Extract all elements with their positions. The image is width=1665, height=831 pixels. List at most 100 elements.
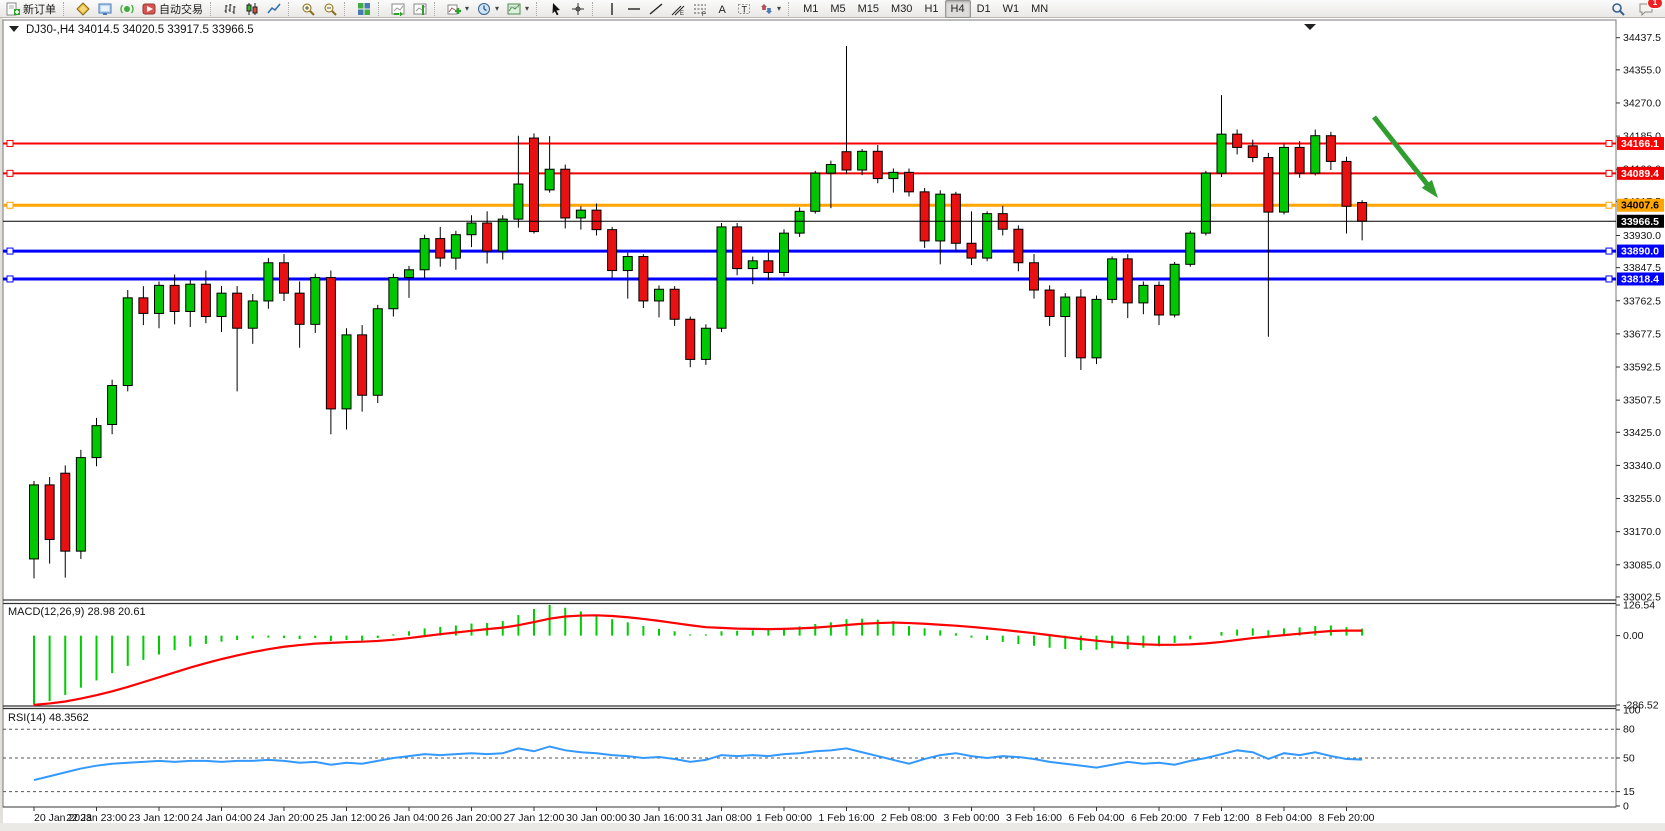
timeframe-button-m5[interactable]: M5 — [830, 2, 846, 15]
price-axis[interactable]: 34437.534355.034270.034185.034100.034017… — [1616, 32, 1664, 813]
line-anchor-icon[interactable] — [6, 169, 14, 177]
candle-body — [591, 209, 602, 231]
candle-body — [1107, 258, 1118, 300]
navigator-button[interactable] — [94, 0, 116, 18]
timeframe-button-h4[interactable]: H4 — [944, 0, 971, 18]
candle-body — [341, 334, 352, 410]
navigator-icon — [98, 2, 112, 16]
indicators-button[interactable]: ▾ — [443, 0, 473, 18]
line-chart-button[interactable] — [263, 0, 285, 18]
notifications-button[interactable]: 1 — [1635, 0, 1663, 18]
zoom-in-button[interactable] — [297, 0, 319, 18]
candle-body — [404, 269, 414, 279]
fibonacci-button[interactable]: F — [689, 0, 711, 18]
time-tick-label: 31 Jan 08:00 — [691, 812, 752, 824]
crosshair-button[interactable] — [567, 0, 589, 18]
candle-body — [747, 260, 758, 270]
chart-shift-marker-icon[interactable] — [1304, 24, 1316, 30]
line-anchor-icon[interactable] — [6, 275, 14, 283]
clock-icon — [477, 2, 491, 16]
market-watch-icon — [76, 1, 90, 16]
time-tick-label: 8 Feb 20:00 — [1318, 812, 1374, 824]
cursor-button[interactable] — [545, 0, 567, 18]
timeframe-button-m1[interactable]: M1 — [803, 2, 819, 15]
vline-button[interactable] — [601, 0, 623, 18]
timeframe-button-m30[interactable]: M30 — [891, 2, 913, 15]
line-anchor-icon[interactable] — [6, 139, 14, 147]
channel-button[interactable]: E — [667, 0, 689, 18]
candle-body — [982, 213, 993, 259]
time-tick-label: 7 Feb 12:00 — [1193, 812, 1249, 824]
chart-title: DJ30-,H4 34014.5 34020.5 33917.5 33966.5 — [26, 24, 254, 36]
plot-frame — [2, 19, 1617, 808]
time-tick-label: 25 Jan 12:00 — [316, 812, 377, 824]
candle-body — [435, 238, 446, 259]
search-button[interactable] — [1607, 0, 1629, 18]
hline-button[interactable] — [623, 0, 645, 18]
periods-button[interactable]: ▾ — [473, 0, 503, 18]
timeframe-button-mn[interactable]: MN — [1031, 2, 1049, 15]
line-anchor-icon[interactable] — [1605, 275, 1613, 283]
indicators-icon — [447, 2, 461, 16]
chart-collapse-icon[interactable] — [9, 26, 19, 32]
auto-scroll-button[interactable] — [409, 0, 431, 18]
zoom-out-button[interactable] — [319, 0, 341, 18]
crosshair-icon — [571, 2, 585, 16]
line-anchor-icon[interactable] — [6, 247, 14, 255]
candle-body — [1200, 172, 1211, 234]
candle-body — [419, 238, 430, 271]
bottom-strip — [0, 823, 1665, 831]
level-price-label — [1617, 166, 1664, 180]
candle-body — [841, 151, 852, 171]
trend-arrow[interactable] — [1372, 115, 1438, 198]
chart-shift-button[interactable] — [387, 0, 409, 18]
line-anchor-icon[interactable] — [1605, 139, 1613, 147]
arrows-button[interactable]: ▾ — [755, 0, 785, 18]
line-anchor-icon[interactable] — [1605, 169, 1613, 177]
chart-canvas[interactable]: DJ30-,H4 34014.5 34020.5 33917.5 33966.5… — [0, 18, 1665, 831]
time-tick-label: 1 Feb 16:00 — [818, 812, 874, 824]
tile-windows-button[interactable] — [353, 0, 375, 18]
line-anchor-icon[interactable] — [6, 201, 14, 209]
chevron-down-icon: ▾ — [777, 4, 782, 13]
autotrade-button[interactable]: 自动交易 — [138, 0, 207, 18]
time-tick-label: 30 Jan 00:00 — [566, 812, 627, 824]
candlestick-series — [29, 46, 1368, 579]
candle-body — [107, 385, 118, 425]
candle-body — [200, 283, 211, 318]
candle-body — [388, 277, 399, 310]
candlestick-chart-button[interactable] — [241, 0, 263, 18]
toolbar-separator — [344, 1, 349, 16]
candle-body — [638, 256, 649, 302]
terminal-button[interactable] — [116, 0, 138, 18]
candle-body — [232, 292, 243, 329]
timeframe-button-d1[interactable]: D1 — [976, 2, 991, 15]
line-anchor-icon[interactable] — [1605, 247, 1613, 255]
new-order-button[interactable]: 新订单 — [2, 0, 60, 18]
candle-body — [544, 168, 555, 191]
candle-body — [716, 226, 727, 329]
text-button[interactable]: A — [711, 0, 733, 18]
candle-body — [1216, 133, 1227, 174]
text-label-button[interactable]: T — [733, 0, 755, 18]
time-tick-label: 22 Jan 23:00 — [66, 812, 127, 824]
price-label-text: 34089.4 — [1621, 168, 1659, 180]
timeframe-button-w1[interactable]: W1 — [1002, 2, 1020, 15]
market-watch-button[interactable] — [72, 0, 94, 18]
price-tick-label: 34270.0 — [1623, 97, 1661, 109]
trendline-button[interactable] — [645, 0, 667, 18]
bar-chart-button[interactable] — [219, 0, 241, 18]
candle-body — [1075, 296, 1086, 359]
time-tick-label: 24 Jan 04:00 — [191, 812, 252, 824]
candle-body — [1263, 157, 1274, 213]
candle-body — [497, 218, 508, 252]
timeframe-button-h1[interactable]: H1 — [924, 2, 939, 15]
time-tick-label: 27 Jan 12:00 — [504, 812, 565, 824]
candle-body — [1185, 232, 1196, 265]
timeframe-button-m15[interactable]: M15 — [857, 2, 880, 15]
rsi-indicator — [3, 728, 1616, 793]
line-anchor-icon[interactable] — [1605, 201, 1613, 209]
channel-icon: E — [671, 2, 685, 16]
templates-button[interactable]: ▾ — [503, 0, 533, 18]
